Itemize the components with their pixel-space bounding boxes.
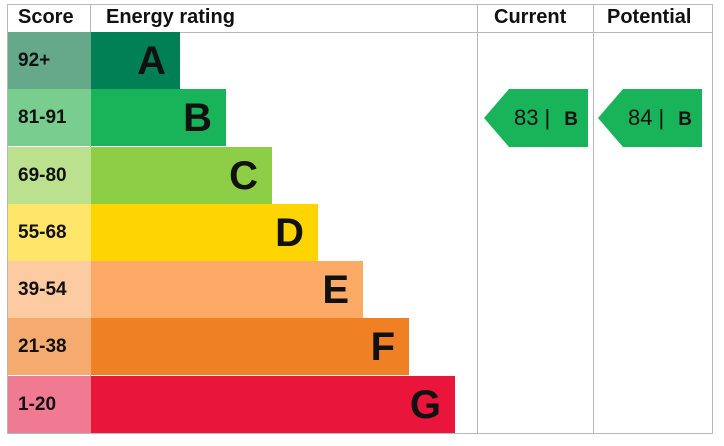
rating-bar-g: G [91,376,455,433]
score-range: 21-38 [8,318,91,375]
arrow-shape [598,89,702,147]
rating-bar-e: E [91,261,363,318]
arrow-shape [484,89,588,147]
column-divider [477,4,478,434]
header-divider [7,32,713,33]
header-energy-rating: Energy rating [106,6,235,28]
potential-rating-arrow: 84 | B [598,89,702,147]
rating-bar-d: D [91,204,318,261]
current-band: B [564,109,578,130]
score-range: 1-20 [8,376,91,433]
epc-table [7,4,713,434]
score-range: 81-91 [8,89,91,146]
header-score: Score [18,6,74,28]
header-current: Current [494,6,567,28]
score-range: 55-68 [8,204,91,261]
potential-score: 84 [628,105,653,130]
separator: | [544,105,551,130]
score-range: 92+ [8,32,91,89]
column-divider [593,4,594,434]
score-range: 39-54 [8,261,91,318]
rating-bar-f: F [91,318,409,375]
rating-bar-a: A [91,32,180,89]
current-score: 83 [514,105,539,130]
current-rating-arrow: 83 | B [484,89,588,147]
rating-bar-b: B [91,89,226,146]
rating-bar-c: C [91,147,272,204]
potential-band: B [678,109,692,130]
header-potential: Potential [607,6,692,28]
score-range: 69-80 [8,147,91,204]
separator: | [658,105,665,130]
